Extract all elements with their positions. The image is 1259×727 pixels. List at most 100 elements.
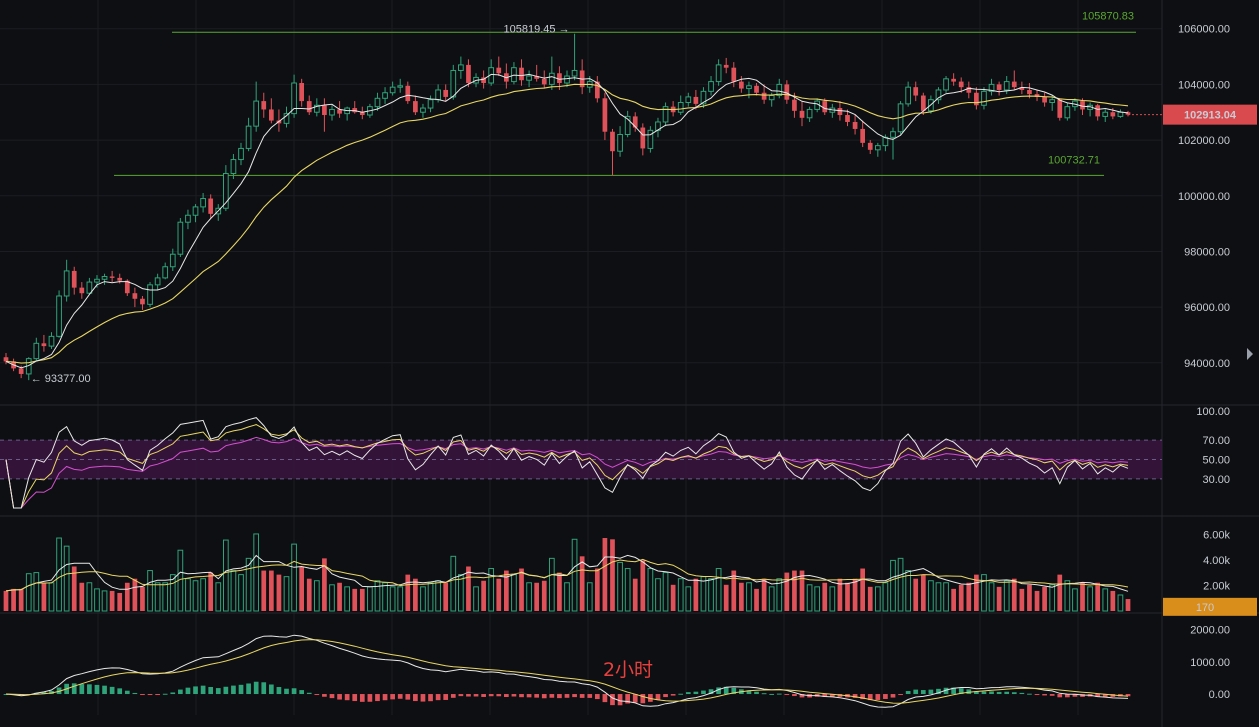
candle-body[interactable] [845, 115, 850, 122]
candle-body[interactable] [951, 78, 956, 82]
candle-body[interactable] [140, 298, 145, 305]
candle-body[interactable] [443, 89, 449, 97]
candle-body[interactable] [731, 67, 737, 82]
candle-body[interactable] [132, 293, 138, 299]
candle-body[interactable] [192, 206, 199, 216]
candle-body[interactable] [1110, 112, 1116, 117]
candle-body[interactable] [374, 97, 381, 108]
candle-body[interactable] [746, 85, 752, 90]
candle-body[interactable] [806, 108, 813, 119]
candle-body[interactable] [534, 76, 540, 79]
candle-body[interactable] [306, 101, 312, 113]
candle-body[interactable] [890, 131, 896, 138]
candle-body[interactable] [685, 96, 692, 103]
candle-body[interactable] [162, 266, 169, 279]
candle-body[interactable] [1019, 87, 1025, 90]
candle-body[interactable] [693, 96, 699, 104]
candle-body[interactable] [541, 78, 547, 85]
candle-body[interactable] [548, 72, 555, 85]
candle-body[interactable] [1125, 112, 1131, 115]
candle-body[interactable] [1003, 81, 1010, 91]
candle-body[interactable] [109, 276, 115, 278]
candle-body[interactable] [147, 284, 153, 305]
candle-body[interactable] [466, 64, 471, 83]
candle-body[interactable] [784, 84, 790, 100]
candle-body[interactable] [920, 95, 926, 111]
candle-body[interactable] [564, 75, 570, 84]
candle-body[interactable] [594, 81, 600, 99]
candle-body[interactable] [617, 134, 623, 152]
candle-body[interactable] [1117, 111, 1124, 117]
candle-body[interactable] [776, 83, 783, 97]
candle-body[interactable] [117, 277, 123, 281]
candle-body[interactable] [313, 104, 320, 113]
collapse-panel-icon[interactable] [1247, 348, 1253, 360]
candle-body[interactable] [632, 116, 638, 128]
candle-body[interactable] [799, 110, 805, 118]
candle-body[interactable] [739, 81, 744, 89]
candle-body[interactable] [169, 253, 176, 268]
candle-body[interactable] [435, 89, 441, 101]
candle-body[interactable] [245, 125, 252, 149]
candle-body[interactable] [1064, 106, 1071, 119]
candle-body[interactable] [874, 145, 881, 151]
candle-body[interactable] [268, 109, 274, 121]
candle-body[interactable] [974, 92, 979, 106]
candle-body[interactable] [405, 85, 411, 102]
candle-body[interactable] [708, 81, 714, 92]
candle-body[interactable] [230, 159, 237, 174]
candle-body[interactable] [860, 128, 866, 143]
candle-body[interactable] [79, 287, 85, 294]
candle-body[interactable] [768, 95, 775, 101]
candle-body[interactable] [420, 107, 426, 113]
candle-body[interactable] [63, 270, 70, 297]
candle-body[interactable] [124, 280, 130, 294]
candle-body[interactable] [458, 64, 464, 71]
candle-body[interactable] [519, 67, 524, 81]
candle-body[interactable] [33, 342, 40, 360]
candle-body[interactable] [200, 198, 206, 208]
candle-body[interactable] [86, 281, 93, 294]
candle-body[interactable] [624, 115, 631, 136]
candle-body[interactable] [450, 69, 457, 98]
candle-body[interactable] [382, 92, 388, 99]
candle-body[interactable] [640, 127, 646, 149]
candle-body[interactable] [71, 270, 77, 288]
candle-body[interactable] [822, 101, 828, 113]
candle-body[interactable] [837, 108, 843, 116]
candle-body[interactable] [389, 86, 396, 94]
candle-body[interactable] [56, 295, 62, 337]
candle-body[interactable] [981, 90, 987, 106]
candle-body[interactable] [1080, 101, 1085, 110]
candle-body[interactable] [261, 101, 267, 110]
candle-body[interactable] [337, 109, 342, 114]
candle-body[interactable] [526, 75, 532, 81]
candle-body[interactable] [1011, 81, 1017, 88]
candle-body[interactable] [723, 64, 729, 68]
candle-body[interactable] [101, 275, 108, 280]
candle-body[interactable] [177, 221, 184, 255]
candle-body[interactable] [1027, 89, 1032, 95]
candle-body[interactable] [291, 82, 297, 115]
candle-body[interactable] [662, 106, 669, 123]
candle-body[interactable] [557, 73, 562, 83]
candle-body[interactable] [1102, 111, 1109, 117]
candle-body[interactable] [913, 87, 919, 96]
candle-body[interactable] [481, 77, 486, 83]
candle-body[interactable] [397, 85, 404, 88]
candle-body[interactable] [700, 90, 707, 105]
candle-body[interactable] [943, 78, 949, 91]
candle-body[interactable] [223, 172, 229, 209]
candle-body[interactable] [427, 99, 434, 109]
candle-body[interactable] [1057, 99, 1063, 118]
candle-body[interactable] [610, 131, 615, 152]
candle-body[interactable] [3, 357, 9, 362]
candle-body[interactable] [966, 87, 972, 93]
candle-body[interactable] [571, 69, 578, 77]
candle-body[interactable] [283, 113, 290, 124]
candle-body[interactable] [602, 98, 608, 132]
candle-body[interactable] [329, 108, 335, 116]
candle-body[interactable] [41, 343, 47, 347]
candle-body[interactable] [1034, 94, 1040, 97]
